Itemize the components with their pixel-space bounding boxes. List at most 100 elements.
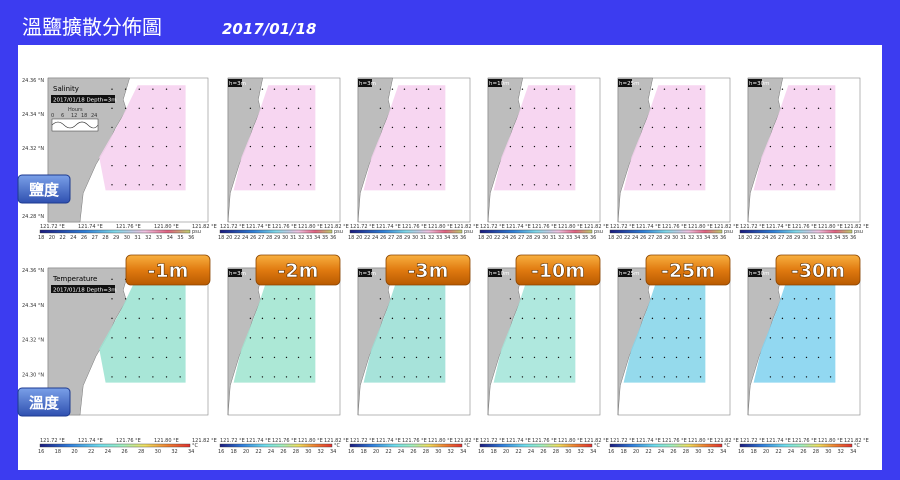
colorbar-tick: 36	[330, 235, 336, 241]
colorbar-tick: 22	[255, 449, 261, 455]
colorbar-tick: 26	[410, 449, 416, 455]
station	[569, 145, 572, 148]
station	[179, 88, 181, 90]
colorbar-tick: 24	[398, 449, 404, 455]
station	[699, 88, 702, 90]
station	[261, 298, 264, 300]
colorbar-tick: 22	[754, 235, 760, 241]
colorbar-tick: 29	[794, 235, 800, 241]
field	[233, 85, 316, 191]
station	[509, 317, 512, 320]
colorbar-tick: 30	[672, 235, 678, 241]
colorbar-tick: 26	[280, 449, 286, 455]
colorbar-tick: 18	[360, 449, 366, 455]
station	[111, 164, 113, 167]
station	[403, 145, 406, 148]
lon-label: 121.74 °E	[766, 224, 791, 230]
colorbar-tick: 31	[680, 235, 686, 241]
station	[675, 337, 678, 339]
colorbar-tick: 36	[720, 235, 726, 241]
colorbar	[349, 229, 463, 234]
colorbar	[739, 443, 853, 448]
station	[309, 337, 312, 339]
lon-label: 121.72 °E	[480, 224, 505, 230]
station	[249, 145, 252, 148]
colorbar-tick: 32	[688, 235, 694, 241]
colorbar-tick: 22	[775, 449, 781, 455]
lon-label: 121.80 °E	[558, 438, 583, 444]
station	[403, 298, 406, 300]
station	[273, 184, 276, 186]
station	[179, 376, 181, 378]
lon-label: 121.80 °E	[558, 224, 583, 230]
lon-label: 121.82 °E	[324, 224, 349, 230]
colorbar-tick: 24	[658, 449, 664, 455]
station	[273, 356, 276, 359]
lon-label: 121.74 °E	[376, 224, 401, 230]
station	[769, 356, 772, 359]
lon-label: 121.72 °E	[350, 224, 375, 230]
station	[509, 298, 512, 300]
station	[687, 164, 690, 167]
colorbar-tick: 34	[590, 449, 596, 455]
lon-label: 121.80 °E	[154, 224, 179, 230]
station	[521, 317, 524, 320]
station	[569, 298, 572, 300]
station	[152, 107, 154, 110]
station	[533, 317, 536, 320]
station	[769, 126, 772, 129]
colorbar-tick: 20	[503, 449, 509, 455]
station	[138, 126, 140, 129]
station	[403, 88, 406, 90]
station	[687, 337, 690, 339]
station	[138, 88, 140, 90]
station	[639, 184, 642, 186]
colorbar-tick: 22	[88, 449, 94, 455]
station	[379, 164, 382, 167]
station	[651, 376, 654, 378]
colorbar-tick: 27	[778, 235, 784, 241]
station	[261, 337, 264, 339]
colorbar-tick: 16	[348, 449, 354, 455]
station	[273, 317, 276, 320]
colorbar-tick: 30	[282, 235, 288, 241]
station	[152, 145, 154, 148]
depth-badge	[385, 254, 471, 286]
station	[111, 298, 113, 300]
station	[805, 88, 808, 90]
station	[557, 107, 560, 110]
panel-caption: h=25m	[619, 81, 639, 87]
lon-label: 121.80 °E	[818, 224, 843, 230]
colorbar-tick: 30	[802, 235, 808, 241]
station	[675, 88, 678, 90]
colorbar-tick: 18	[478, 235, 484, 241]
station	[545, 184, 548, 186]
colorbar-tick: 30	[565, 449, 571, 455]
station	[781, 184, 784, 186]
colorbar-tick: 32	[428, 235, 434, 241]
station	[391, 184, 394, 186]
colorbar-tick: 24	[70, 235, 76, 241]
station	[675, 107, 678, 110]
depth-badge	[255, 254, 341, 286]
station	[165, 184, 168, 186]
page-title: 溫鹽擴散分佈圖	[22, 15, 162, 39]
colorbar-tick: 34	[330, 449, 336, 455]
field	[99, 85, 186, 191]
station	[285, 107, 288, 110]
station	[687, 88, 690, 90]
station	[124, 107, 127, 110]
station	[805, 298, 808, 300]
lon-label: 121.76 °E	[402, 224, 427, 230]
station	[297, 337, 300, 339]
station	[639, 88, 642, 90]
date: 2017/01/18	[222, 20, 316, 38]
colorbar-tick: 33	[306, 235, 312, 241]
inset-wave	[51, 121, 99, 129]
colorbar-tick: 32	[838, 449, 844, 455]
colorbar-tick: 33	[826, 235, 832, 241]
station	[699, 107, 702, 110]
station	[639, 126, 642, 129]
station	[309, 356, 312, 359]
caption-box	[51, 285, 115, 293]
